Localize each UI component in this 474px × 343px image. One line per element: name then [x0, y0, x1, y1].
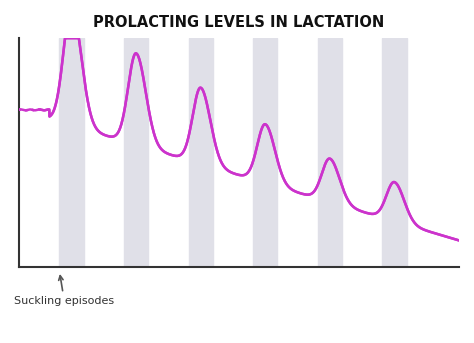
Bar	[124, 38, 148, 267]
Bar	[253, 38, 277, 267]
Bar	[318, 38, 342, 267]
Bar	[59, 38, 83, 267]
Title: PROLACTING LEVELS IN LACTATION: PROLACTING LEVELS IN LACTATION	[93, 15, 384, 30]
Bar	[189, 38, 213, 267]
Text: Suckling episodes: Suckling episodes	[14, 276, 114, 306]
Bar	[383, 38, 407, 267]
